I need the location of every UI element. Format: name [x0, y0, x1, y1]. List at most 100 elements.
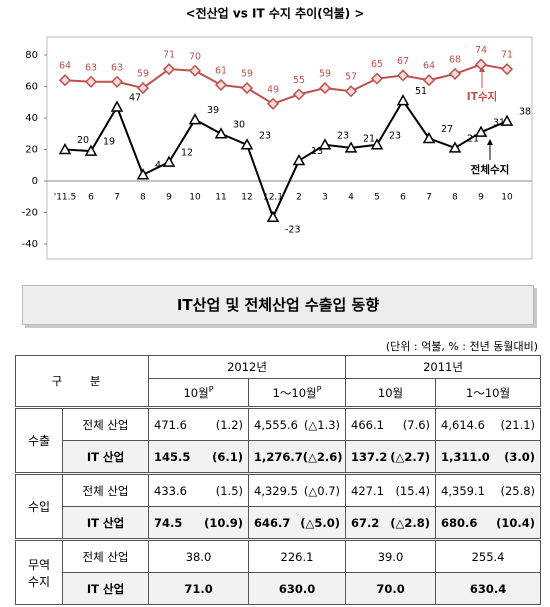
data-label: 64 [59, 61, 71, 72]
cell-value: 4,614.6 [441, 417, 485, 432]
marker [448, 141, 462, 153]
x-tick-label: 2 [296, 193, 302, 203]
cell-pair: 427.1 (15.4) [351, 484, 430, 498]
data-cell: 255.4 [435, 539, 542, 573]
marker [422, 131, 436, 144]
marker [292, 153, 306, 166]
y-tick-label: 60 [25, 82, 38, 93]
x-tick-label: 7 [426, 193, 432, 203]
cell-value: 471.6 [154, 417, 187, 432]
data-cell: 471.6 (1.2) [148, 407, 250, 441]
cell-change: (△2.7) [390, 449, 431, 464]
data-cell: 427.1 (15.4) [345, 473, 437, 507]
data-label: 23 [259, 130, 271, 141]
table-row: 무역 수지 전체 산업 38.0 226.1 39.0 255.4 [15, 539, 542, 605]
x-tick-label: 8 [140, 193, 146, 203]
cell-value: 38.0 [185, 549, 212, 564]
data-cell: 630.0 [248, 572, 347, 605]
data-label: 65 [371, 59, 383, 70]
header-row: 구 분 2012년 2011년 [14, 355, 542, 408]
marker [162, 63, 176, 76]
data-cell: 145.5 (6.1) [148, 440, 250, 474]
marker [266, 210, 280, 222]
cell-pair: 4,555.6 (△1.3) [254, 418, 340, 432]
cell-value: 630.4 [469, 581, 507, 596]
cell-value: 226.1 [280, 549, 314, 564]
cell-value: 4,329.5 [254, 483, 298, 498]
marker [474, 58, 488, 71]
marker [240, 82, 254, 95]
data-label: 4 [155, 160, 161, 171]
y-tick-label: 80 [25, 50, 38, 61]
data-label: 70 [189, 51, 201, 62]
cell-change: (△2.8) [390, 515, 431, 530]
data-cell: 39.0 [345, 539, 437, 573]
table-row: 수출 전체 산업 471.6 (1.2) 4,555.6 (△1.3) 466.1 (7.6)… [15, 407, 542, 474]
cell-pair: 137.2 (△2.7) [351, 450, 430, 464]
header-cell: 1～10월P [248, 378, 347, 408]
data-cell: 4,359.1 (25.8) [435, 473, 542, 507]
x-tick-label: 8 [452, 193, 458, 203]
y-tick-label: 40 [25, 113, 38, 124]
legend-label: IT수지 [467, 90, 497, 103]
marker [136, 82, 150, 95]
data-cell: 67.2 (△2.8) [345, 506, 437, 540]
cell-value: 1,276.7 [254, 449, 303, 464]
data-label: 30 [233, 119, 245, 130]
cell-change: (15.4) [395, 483, 431, 498]
x-tick-label: 10 [501, 193, 513, 203]
data-label: 57 [345, 72, 357, 83]
cell-change: (25.8) [500, 483, 536, 498]
cell-value: 137.2 [351, 449, 388, 464]
marker [422, 74, 436, 87]
marker [396, 94, 410, 106]
data-label: 74 [475, 45, 487, 56]
cell-change: (6.1) [212, 449, 244, 464]
cell-value: 4,359.1 [441, 483, 485, 498]
cell-change: (△1.3) [303, 417, 341, 432]
x-tick-label: 7 [114, 193, 120, 203]
table-header: 구 분 2012년 2011년 10월P 1～10월P 10월 1～10월 [14, 355, 542, 408]
data-label: 59 [137, 69, 149, 80]
row-label: IT 산업 [61, 506, 150, 540]
header-sup: P [316, 384, 322, 394]
x-tick-label: 4 [348, 193, 354, 203]
cell-change: (△2.6) [302, 449, 343, 464]
table-section: 수입 전체 산업 433.6 (1.5) 4,329.5 (△0.7) 427.1 (15.4… [15, 473, 542, 540]
data-label: 71 [163, 50, 175, 61]
marker [344, 141, 358, 153]
row-label: IT 산업 [61, 440, 150, 474]
cell-value: 39.0 [377, 549, 404, 564]
cell-pair: 680.6 (10.4) [441, 516, 535, 530]
table: 구 분 2012년 2011년 10월P 1～10월P 10월 1～10월 수출 전체 산업 47… [14, 355, 542, 605]
data-cell: 70.0 [345, 572, 437, 605]
x-tick-label: 9 [166, 193, 172, 203]
data-label: 67 [397, 56, 409, 67]
cell-pair: 67.2 (△2.8) [351, 516, 430, 530]
cell-pair: 1,276.7 (△2.6) [254, 449, 343, 464]
cell-value: 4,555.6 [254, 417, 298, 432]
cell-change: (3.0) [504, 449, 536, 464]
data-label: 61 [215, 65, 227, 76]
x-tick-label: 3 [322, 193, 328, 203]
table-row: IT 산업 145.5 (6.1) 1,276.7 (△2.6) 137.2 (△2.7) 1… [16, 440, 542, 474]
cell-value: 466.1 [351, 417, 384, 432]
cell-value: 1,311.0 [441, 449, 490, 464]
cell-value: 74.5 [154, 515, 183, 530]
header-cell: 10월 [345, 378, 437, 408]
cell-pair: 646.7 (△5.0) [254, 516, 340, 530]
marker [396, 69, 410, 82]
x-tick-label: '11.5 [54, 193, 77, 203]
marker [84, 75, 98, 88]
row-label: 전체 산업 [61, 407, 150, 441]
data-cell: 38.0 [148, 539, 250, 573]
unit-note: (단위 : 억불, % : 전년 동월대비) [385, 340, 538, 353]
marker [110, 75, 124, 88]
data-label: 55 [293, 75, 305, 86]
cell-value: 427.1 [351, 483, 384, 498]
marker [448, 67, 462, 80]
cell-value: 71.0 [184, 581, 213, 596]
data-label: 51 [415, 86, 427, 97]
header-text: 1～10월 [466, 385, 511, 400]
